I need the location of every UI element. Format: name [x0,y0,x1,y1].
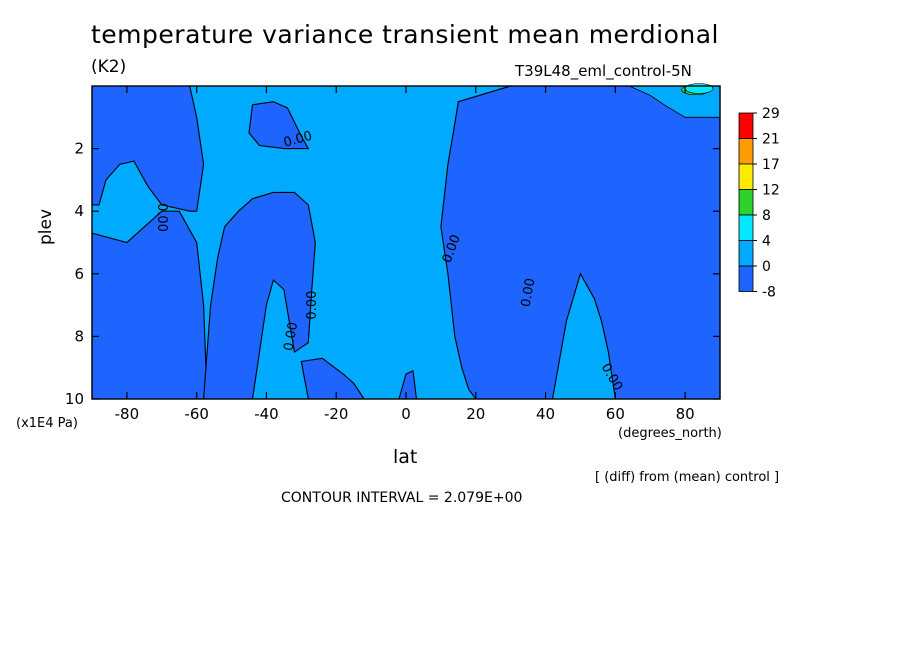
run-label: T39L48_eml_control-5N [515,62,692,80]
contour-label: 0.00 [282,129,314,151]
negative-region [91,210,208,400]
colorbar-swatch [738,214,754,241]
y-tick-label: 8 [74,327,84,345]
colorbar-label: 8 [762,208,771,224]
x-tick-label: 40 [536,405,555,423]
colorbar-swatch [738,189,754,216]
contour-label: 0.00 [154,203,169,232]
x-tick-label: -80 [115,405,140,423]
contour-label: 0.00 [519,277,539,308]
x-tick-label: 80 [676,405,695,423]
y-tick-label: 10 [65,390,84,408]
negative-region [91,85,205,212]
colorbar-swatch [738,240,754,267]
contour-label: 0.00 [281,321,301,352]
y-axis-label: plev [36,208,56,245]
colorbar-label: 0 [762,259,771,275]
colorbar-label: 21 [762,132,780,148]
colorbar-swatch [738,112,754,139]
x-axis-units: (degrees_north) [618,426,722,441]
y-tick-label: 4 [74,202,84,220]
x-axis-label: lat [393,446,418,468]
negative-region [203,191,316,400]
x-tick-label: -60 [184,405,209,423]
contour-interval-label: CONTOUR INTERVAL = 2.079E+00 [281,490,523,506]
y-tick-label: 6 [74,265,84,283]
chart-title: temperature variance transient mean merd… [91,20,719,49]
colorbar-swatch [738,138,754,165]
x-tick-label: 0 [401,405,411,423]
contour-label: 0.00 [305,291,320,320]
colorbar-label: 4 [762,234,771,250]
colorbar-label: 17 [762,157,780,173]
x-tick-label: 20 [466,405,485,423]
colorbar-label: 12 [762,183,780,199]
peak-contour [684,83,714,94]
x-tick-label: -20 [324,405,349,423]
colorbar-label: 29 [762,106,780,122]
diff-note: [ (diff) from (mean) control ] [595,470,780,485]
colorbar-swatch [738,265,754,292]
y-tick-label: 2 [74,140,84,158]
units-label: (K2) [91,57,127,77]
y-axis-units: (x1E4 Pa) [16,416,78,431]
x-tick-label: 60 [606,405,625,423]
colorbar-label: -8 [762,285,776,301]
x-tick-label: -40 [254,405,279,423]
negative-region [248,101,310,150]
colorbar-swatch [738,163,754,190]
